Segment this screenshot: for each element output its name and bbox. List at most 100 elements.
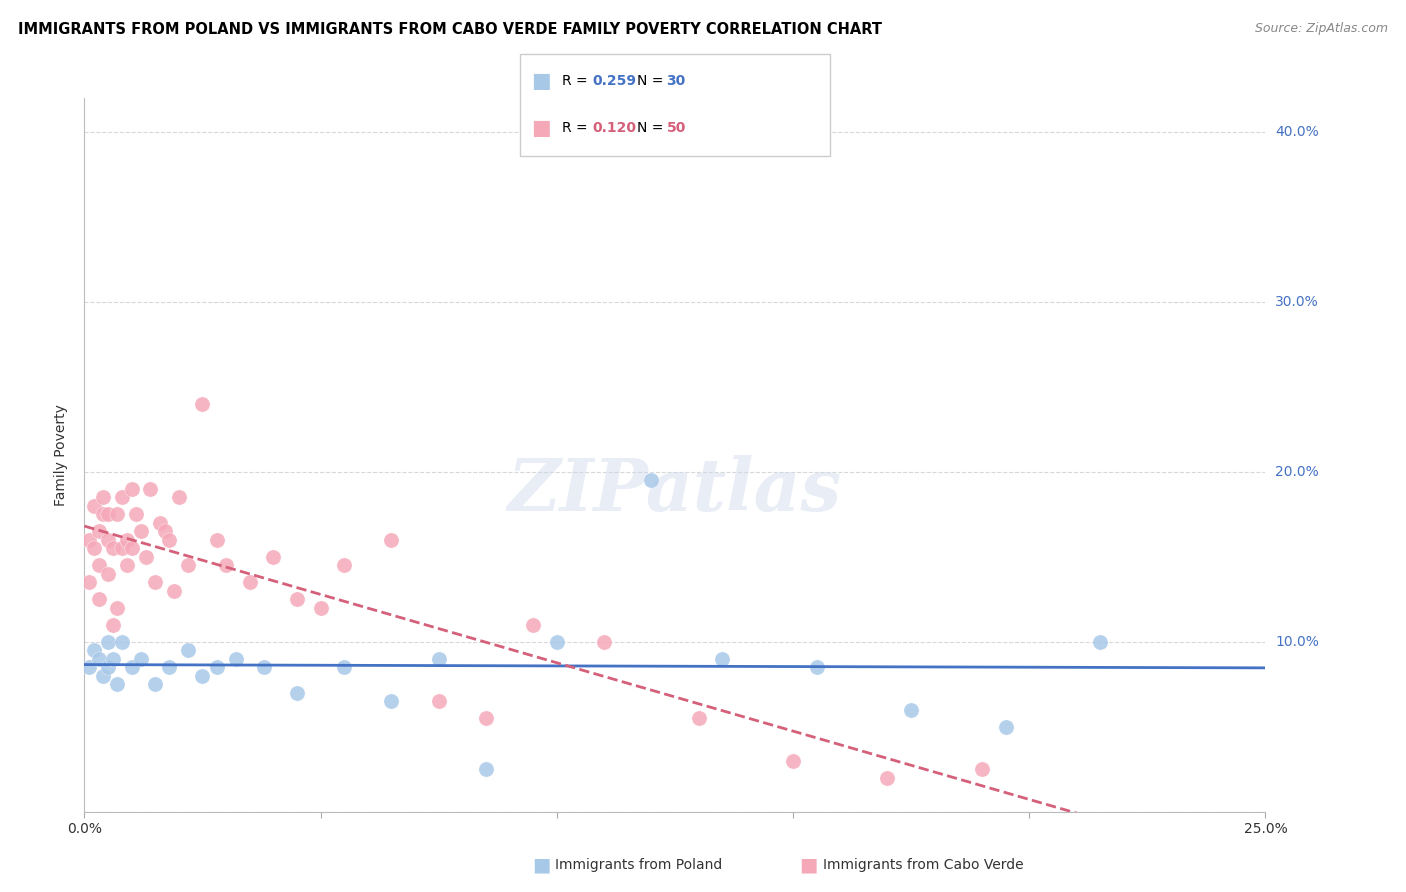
- Point: [711, 652, 734, 666]
- Point: [97, 533, 120, 547]
- Text: Source: ZipAtlas.com: Source: ZipAtlas.com: [1254, 22, 1388, 36]
- Point: [125, 508, 148, 522]
- Point: [163, 583, 186, 598]
- Point: [522, 617, 544, 632]
- Point: [1088, 635, 1111, 649]
- Point: [253, 660, 276, 674]
- Point: [806, 660, 828, 674]
- Point: [262, 549, 284, 564]
- Point: [640, 474, 662, 488]
- Point: [135, 549, 157, 564]
- Point: [285, 592, 308, 607]
- Text: N =: N =: [637, 74, 668, 88]
- Point: [121, 541, 143, 556]
- Point: [97, 508, 120, 522]
- Point: [994, 720, 1017, 734]
- Point: [157, 660, 180, 674]
- Point: [139, 482, 162, 496]
- Text: ■: ■: [531, 855, 551, 875]
- Point: [129, 652, 152, 666]
- Point: [129, 524, 152, 539]
- Point: [77, 575, 100, 590]
- Text: 50: 50: [666, 121, 686, 136]
- Point: [77, 660, 100, 674]
- Point: [111, 541, 134, 556]
- Y-axis label: Family Poverty: Family Poverty: [55, 404, 69, 506]
- Point: [900, 703, 922, 717]
- Point: [782, 754, 804, 768]
- Point: [309, 600, 332, 615]
- Text: 0.120: 0.120: [592, 121, 636, 136]
- Point: [333, 558, 356, 573]
- Point: [83, 499, 105, 513]
- Point: [101, 652, 124, 666]
- Point: [191, 397, 214, 411]
- Text: 40.0%: 40.0%: [1275, 125, 1319, 139]
- Text: ■: ■: [531, 119, 551, 138]
- Point: [157, 533, 180, 547]
- Text: Immigrants from Poland: Immigrants from Poland: [555, 858, 723, 872]
- Point: [333, 660, 356, 674]
- Point: [205, 533, 228, 547]
- Point: [77, 533, 100, 547]
- Point: [87, 592, 110, 607]
- Point: [121, 660, 143, 674]
- Point: [153, 524, 176, 539]
- Point: [475, 762, 498, 776]
- Point: [970, 762, 993, 776]
- Point: [115, 533, 138, 547]
- Point: [546, 635, 568, 649]
- Text: N =: N =: [637, 121, 668, 136]
- Point: [380, 694, 402, 708]
- Text: ZIPatlas: ZIPatlas: [508, 455, 842, 526]
- Point: [97, 566, 120, 581]
- Point: [97, 635, 120, 649]
- Point: [107, 677, 129, 691]
- Text: 10.0%: 10.0%: [1275, 635, 1319, 648]
- Point: [87, 558, 110, 573]
- Point: [593, 635, 616, 649]
- Point: [239, 575, 262, 590]
- Point: [111, 491, 134, 505]
- Point: [225, 652, 247, 666]
- Text: R =: R =: [562, 74, 592, 88]
- Point: [121, 482, 143, 496]
- Point: [876, 771, 898, 785]
- Text: 20.0%: 20.0%: [1275, 465, 1319, 479]
- Text: 0.259: 0.259: [592, 74, 636, 88]
- Point: [107, 600, 129, 615]
- Point: [101, 541, 124, 556]
- Text: ■: ■: [799, 855, 818, 875]
- Text: 30.0%: 30.0%: [1275, 295, 1319, 309]
- Point: [91, 491, 114, 505]
- Point: [115, 558, 138, 573]
- Point: [91, 669, 114, 683]
- Point: [143, 677, 166, 691]
- Text: R =: R =: [562, 121, 592, 136]
- Point: [87, 652, 110, 666]
- Point: [101, 617, 124, 632]
- Point: [83, 541, 105, 556]
- Point: [177, 643, 200, 657]
- Text: Immigrants from Cabo Verde: Immigrants from Cabo Verde: [823, 858, 1024, 872]
- Point: [427, 652, 450, 666]
- Point: [87, 524, 110, 539]
- Point: [149, 516, 172, 530]
- Point: [107, 508, 129, 522]
- Point: [97, 660, 120, 674]
- Text: IMMIGRANTS FROM POLAND VS IMMIGRANTS FROM CABO VERDE FAMILY POVERTY CORRELATION : IMMIGRANTS FROM POLAND VS IMMIGRANTS FRO…: [18, 22, 883, 37]
- Point: [380, 533, 402, 547]
- Point: [167, 491, 190, 505]
- Point: [177, 558, 200, 573]
- Point: [83, 643, 105, 657]
- Point: [285, 686, 308, 700]
- Point: [688, 711, 710, 725]
- Point: [205, 660, 228, 674]
- Point: [215, 558, 238, 573]
- Point: [475, 711, 498, 725]
- Point: [427, 694, 450, 708]
- Point: [91, 508, 114, 522]
- Point: [111, 635, 134, 649]
- Text: ■: ■: [531, 71, 551, 91]
- Point: [191, 669, 214, 683]
